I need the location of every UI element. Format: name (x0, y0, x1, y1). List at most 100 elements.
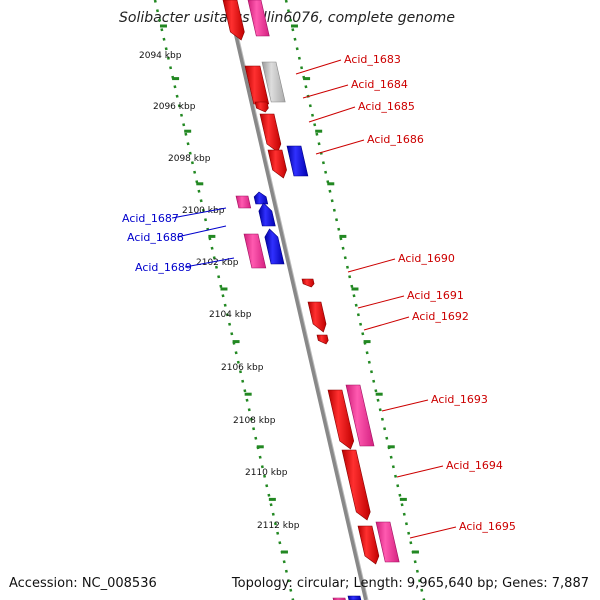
ruler-outer-dot (343, 256, 347, 260)
ruler-inner-dot (219, 284, 223, 288)
ruler-outer-dot (335, 218, 339, 222)
gene-label-acid-1695: Acid_1695 (459, 520, 516, 533)
kbp-label: 2112 kbp (257, 521, 300, 531)
ruler-inner-dot (271, 512, 275, 516)
genes-group (222, 0, 400, 600)
gene-glyph (327, 389, 355, 450)
ruler-outer-dot (317, 142, 321, 146)
kbp-label: 2094 kbp (139, 51, 182, 61)
ruler-inner-dot (217, 275, 221, 279)
ruler-inner-dot (201, 208, 205, 212)
gene-glyph (235, 195, 252, 209)
ruler-inner-dot (184, 132, 188, 136)
gene-label-acid-1687: Acid_1687 (122, 212, 179, 225)
ruler-inner-dot (210, 246, 214, 250)
backbone-line (226, 0, 368, 600)
gene-label-leader (308, 106, 356, 123)
gene-label-leader (357, 295, 405, 309)
ruler-outer-dot (332, 208, 336, 212)
gene-label-acid-1690: Acid_1690 (398, 252, 455, 265)
ruler-inner-dot (212, 256, 216, 260)
ruler-outer-dot (367, 360, 371, 364)
gene-label-leader (184, 257, 235, 268)
ruler-outer-dot (341, 246, 345, 250)
ruler-inner-dot (180, 113, 184, 117)
ruler-inner-dot (263, 474, 267, 478)
ruler-outer-dot (289, 18, 293, 22)
ruler-inner-dot (166, 56, 170, 60)
ruler-outer-dot (418, 579, 422, 583)
ruler-inner-dot (175, 94, 179, 98)
ruler-inner-dot (164, 47, 168, 51)
ruler-inner-dot (265, 484, 269, 488)
gene-label-acid-1686: Acid_1686 (367, 133, 424, 146)
ruler-outer-dot (420, 588, 424, 592)
ruler-inner-dot (278, 541, 282, 545)
ruler-outer-dot (295, 47, 299, 51)
gene-label-group: Acid_1683 Acid_1684 Acid_1685 Acid_1686 Acid… (122, 53, 516, 539)
gene-label-leader (315, 139, 365, 155)
ruler-outer-dot (409, 541, 413, 545)
ruler-inner-dot (169, 66, 173, 70)
kbp-label-group: 2094 kbp 2096 kbp 2098 kbp 2100 kbp 2102 kbp… (139, 51, 300, 531)
ruler-outer-dot (328, 189, 332, 193)
kbp-label: 2106 kbp (221, 363, 264, 373)
ruler-inner-dot (230, 332, 234, 336)
ruler-inner-dot (228, 322, 232, 326)
gene-glyph (254, 101, 269, 113)
ruler-outer-dot (293, 37, 297, 41)
ruler-inner-dot (162, 37, 166, 41)
ruler-inner-dot (221, 294, 225, 298)
ruler-inner-dot (155, 9, 159, 13)
ruler-inner-dot (153, 0, 157, 3)
ruler-inner-dot (247, 408, 251, 412)
ruler-inner-dot (273, 522, 277, 526)
ruler-outer-dot (300, 66, 304, 70)
ruler-inner-dot (214, 265, 218, 269)
ruler-inner-dot (225, 313, 229, 317)
ruler-outer-dot (356, 313, 360, 317)
ruler-inner-dot (284, 569, 288, 573)
ruler-outer-dot (398, 493, 402, 497)
kbp-label: 2098 kbp (168, 154, 211, 164)
gene-label-acid-1694: Acid_1694 (446, 459, 503, 472)
ruler-outer-dot (383, 427, 387, 431)
gene-label-leader (302, 84, 349, 99)
gene-label-leader (409, 526, 457, 539)
ruler-inner-dot (241, 379, 245, 383)
gene-glyph (259, 113, 282, 153)
kbp-label: 2100 kbp (182, 206, 225, 216)
ruler-outer-dot (354, 303, 358, 307)
ruler-outer-dot (308, 104, 312, 108)
gene-glyph (375, 521, 400, 563)
map-title: Solibacter usitatus Ellin6076, complete … (119, 10, 455, 26)
gene-label-acid-1692: Acid_1692 (412, 310, 469, 323)
ruler-inner-dot (282, 560, 286, 564)
ruler-inner-dot (186, 142, 190, 146)
ruler-inner-dot (190, 161, 194, 165)
ruler-inner-dot (245, 398, 249, 402)
ruler-outer-dot (376, 398, 380, 402)
ruler-outer-dot (404, 522, 408, 526)
gene-glyph (247, 0, 270, 37)
gene-glyph (244, 65, 270, 105)
ruler-inner-dot (188, 151, 192, 155)
ruler-outer-dot (297, 56, 301, 60)
gene-label-leader (363, 316, 410, 331)
ruler-inner-dot (287, 579, 291, 583)
ruler-outer-dot (361, 332, 365, 336)
ruler-outer-dot (324, 170, 328, 174)
ruler-inner-dot (204, 218, 208, 222)
gene-glyph (301, 278, 315, 288)
gene-glyph (243, 233, 267, 269)
kbp-label: 2096 kbp (153, 102, 196, 112)
ruler-inner-dot (223, 303, 227, 307)
kbp-label: 2108 kbp (233, 416, 276, 426)
gene-label-leader (347, 258, 396, 273)
ruler-outer-dot (394, 474, 398, 478)
ruler-outer-dot (369, 370, 374, 374)
gene-glyph (347, 595, 362, 600)
gene-glyph (258, 202, 276, 227)
ruler-outer-dot (311, 113, 315, 117)
ruler-outer-dot (374, 389, 378, 393)
